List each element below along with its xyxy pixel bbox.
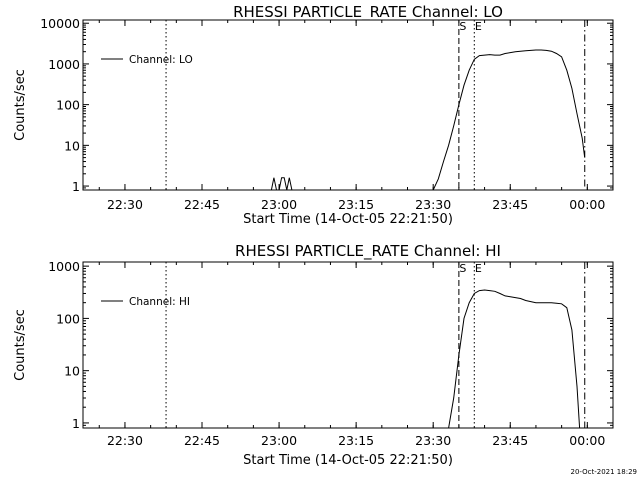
x-tick-label: 00:00 (569, 197, 605, 212)
event-marker-label: E (475, 20, 482, 33)
y-tick-label: 100 (56, 98, 80, 113)
x-tick-label: 23:00 (261, 433, 297, 448)
y-tick-label: 100 (56, 311, 80, 326)
x-axis-label: Start Time (14-Oct-05 22:21:50) (243, 453, 453, 468)
y-tick-label: 1 (72, 179, 80, 194)
y-tick-label: 1000 (48, 259, 80, 274)
x-tick-label: 23:30 (415, 433, 451, 448)
y-tick-label: 10000 (40, 16, 80, 31)
x-tick-label: 00:00 (569, 433, 605, 448)
x-axis-label: Start Time (14-Oct-05 22:21:50) (243, 212, 453, 227)
x-tick-label: 22:45 (184, 197, 220, 212)
x-tick-label: 23:45 (492, 197, 528, 212)
event-marker-label: S (459, 20, 466, 33)
chart-title: RHESSI PARTICLE_RATE Channel: HI (235, 242, 501, 261)
chart-title: RHESSI PARTICLE_RATE Channel: LO (233, 3, 503, 22)
event-marker-label: S (459, 262, 466, 275)
y-tick-label: 1000 (48, 57, 80, 72)
series-line (83, 49, 586, 191)
legend-label: Channel: HI (129, 296, 190, 308)
series-line (83, 289, 581, 429)
x-tick-label: 23:45 (492, 433, 528, 448)
y-tick-label: 1 (72, 416, 80, 431)
y-tick-label: 10 (64, 138, 80, 153)
x-tick-label: 22:30 (107, 433, 143, 448)
chart-panel-lo: RHESSI PARTICLE_RATE Channel: LO 22:30 22:… (13, 3, 614, 227)
x-tick-label: 23:15 (338, 433, 374, 448)
y-tick-label: 10 (64, 364, 80, 379)
plot-timestamp: 20-Oct-2021 18:29 (571, 468, 637, 476)
y-axis-label: Counts/sec (13, 309, 28, 381)
plot-frame (82, 19, 614, 191)
plot-frame (82, 261, 614, 429)
x-tick-label: 22:30 (107, 197, 143, 212)
y-axis-label: Counts/sec (13, 69, 28, 141)
x-tick-label: 23:15 (338, 197, 374, 212)
event-marker-label: E (475, 262, 482, 275)
chart-panel-hi: RHESSI PARTICLE_RATE Channel: HI 22:30 22:… (13, 242, 614, 468)
x-tick-label: 23:30 (415, 197, 451, 212)
legend-label: Channel: LO (129, 54, 193, 66)
x-tick-label: 22:45 (184, 433, 220, 448)
x-tick-label: 23:00 (261, 197, 297, 212)
